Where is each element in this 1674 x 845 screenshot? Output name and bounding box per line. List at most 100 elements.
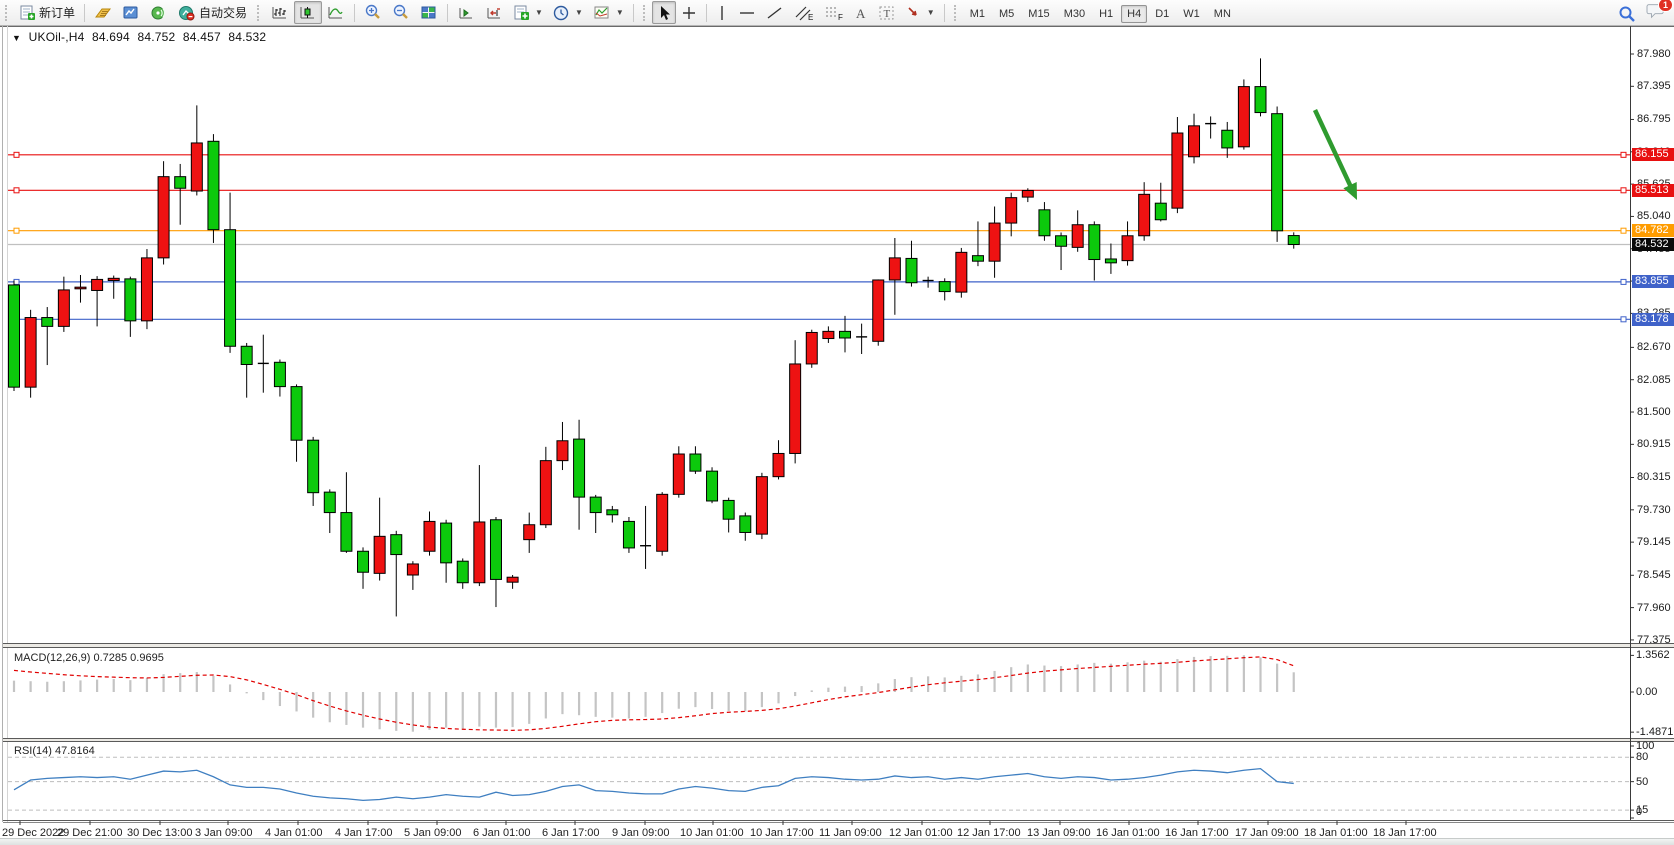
line-handle[interactable] bbox=[1620, 227, 1627, 234]
time-axis-label[interactable]: 12 Jan 01:00 bbox=[889, 827, 953, 839]
arrows-dropdown[interactable]: ▼ bbox=[901, 1, 940, 24]
timeframe-button-D1[interactable]: D1 bbox=[1155, 7, 1170, 20]
auto-scroll-button[interactable] bbox=[452, 1, 480, 24]
crosshair-button[interactable] bbox=[676, 1, 702, 24]
candle bbox=[91, 278, 104, 291]
macd-histogram-bar bbox=[461, 692, 464, 729]
time-axis-label[interactable]: 3 Jan 09:00 bbox=[195, 827, 253, 839]
zoom-in-button[interactable] bbox=[359, 1, 387, 24]
candle bbox=[57, 289, 70, 327]
indicators-dropdown[interactable]: ▼ bbox=[588, 1, 629, 24]
signals-button[interactable] bbox=[145, 1, 173, 24]
toolbar-grip[interactable] bbox=[5, 4, 11, 21]
macd-histogram-bar bbox=[1126, 662, 1129, 692]
time-axis-label[interactable]: 4 Jan 17:00 bbox=[335, 827, 393, 839]
collapse-arrow-icon[interactable]: ▼ bbox=[12, 33, 22, 43]
vertical-line-button[interactable] bbox=[711, 1, 733, 24]
periods-clock-dropdown[interactable]: ▼ bbox=[548, 1, 588, 24]
macd-histogram-bar bbox=[1043, 665, 1046, 692]
toolbar-grip[interactable] bbox=[642, 4, 649, 21]
panel-splitter[interactable] bbox=[3, 643, 1674, 648]
line-handle[interactable] bbox=[13, 151, 20, 158]
time-axis-label[interactable]: 10 Jan 17:00 bbox=[750, 827, 814, 839]
time-axis-label[interactable]: 16 Jan 01:00 bbox=[1096, 827, 1160, 839]
time-axis-label[interactable]: 11 Jan 09:00 bbox=[819, 827, 882, 839]
trendline-button[interactable] bbox=[761, 1, 789, 24]
line-handle[interactable] bbox=[13, 227, 20, 234]
macd-histogram-bar bbox=[1259, 657, 1262, 692]
line-handle[interactable] bbox=[13, 187, 20, 194]
text-label-button[interactable]: T bbox=[873, 1, 901, 24]
timeframe-button-M15[interactable]: M15 bbox=[1028, 7, 1050, 20]
tile-windows-button[interactable] bbox=[415, 1, 443, 24]
timeframe-button-M1[interactable]: M1 bbox=[969, 7, 985, 20]
line-handle[interactable] bbox=[1620, 151, 1627, 158]
candle bbox=[988, 222, 1001, 262]
annotation-arrow[interactable] bbox=[1312, 109, 1355, 192]
timeframe-button-MN[interactable]: MN bbox=[1213, 7, 1231, 20]
line-handle[interactable] bbox=[1620, 278, 1627, 285]
time-axis-label[interactable]: 29 Dec 2022 bbox=[2, 827, 65, 839]
candlestick-chart-button[interactable] bbox=[294, 1, 323, 24]
candle bbox=[107, 277, 120, 282]
panel-splitter[interactable] bbox=[3, 738, 1674, 742]
macd-histogram-bar bbox=[727, 692, 730, 711]
macd-histogram-bar bbox=[29, 681, 32, 692]
line-handle[interactable] bbox=[13, 278, 20, 285]
metaeditor-button[interactable] bbox=[117, 1, 145, 24]
time-axis-label[interactable]: 29 Dec 21:00 bbox=[57, 827, 123, 839]
status-strip bbox=[0, 838, 1674, 845]
indicators-icon bbox=[594, 6, 609, 18]
history-center-button[interactable] bbox=[89, 1, 117, 24]
candle bbox=[140, 257, 153, 322]
zoom-out-button[interactable] bbox=[387, 1, 415, 24]
new-order-button[interactable]: 新订单 bbox=[14, 1, 80, 24]
equidistant-channel-icon: E bbox=[795, 6, 813, 21]
time-axis-label[interactable]: 18 Jan 17:00 bbox=[1373, 827, 1437, 839]
auto-trading-button[interactable]: 自动交易 bbox=[173, 1, 252, 24]
time-axis-label[interactable]: 6 Jan 01:00 bbox=[473, 827, 531, 839]
time-axis-label[interactable]: 9 Jan 09:00 bbox=[612, 827, 670, 839]
time-axis-label[interactable]: 16 Jan 17:00 bbox=[1165, 827, 1229, 839]
time-axis-label[interactable]: 12 Jan 17:00 bbox=[957, 827, 1021, 839]
time-axis-label[interactable]: 13 Jan 09:00 bbox=[1027, 827, 1091, 839]
candle bbox=[24, 317, 37, 388]
time-axis-label[interactable]: 18 Jan 01:00 bbox=[1304, 827, 1368, 839]
chart-window[interactable]: ▼ UKOil-,H4 84.694 84.752 84.457 84.532 … bbox=[0, 26, 1674, 845]
timeframe-button-W1[interactable]: W1 bbox=[1183, 7, 1200, 20]
new-chart-dropdown[interactable]: ▼ bbox=[508, 1, 548, 24]
toolbar-grip[interactable] bbox=[953, 4, 960, 21]
timeframe-button-H1[interactable]: H1 bbox=[1099, 7, 1114, 20]
timeframe-button-M5[interactable]: M5 bbox=[999, 7, 1015, 20]
fibonacci-button[interactable]: F bbox=[819, 1, 849, 24]
toolbar-grip[interactable] bbox=[257, 4, 263, 21]
time-axis-label[interactable]: 6 Jan 17:00 bbox=[542, 827, 600, 839]
chart-canvas[interactable] bbox=[0, 26, 1674, 844]
line-chart-button[interactable] bbox=[322, 1, 350, 24]
time-axis-label[interactable]: 30 Dec 13:00 bbox=[127, 827, 193, 839]
line-handle[interactable] bbox=[1620, 187, 1627, 194]
notifications-button[interactable]: 1 bbox=[1646, 0, 1673, 25]
bar-chart-button[interactable] bbox=[266, 1, 294, 24]
time-axis-label[interactable]: 4 Jan 01:00 bbox=[265, 827, 323, 839]
timeframe-button-M30[interactable]: M30 bbox=[1063, 7, 1086, 20]
cursor-button[interactable] bbox=[651, 1, 676, 24]
time-axis-label[interactable]: 5 Jan 09:00 bbox=[404, 827, 462, 839]
search-icon[interactable] bbox=[1618, 5, 1636, 23]
text-button[interactable]: A bbox=[849, 1, 873, 24]
timeframe-button-H4[interactable]: H4 bbox=[1121, 4, 1148, 23]
auto-trading-label: 自动交易 bbox=[199, 6, 248, 20]
equidistant-channel-button[interactable]: E bbox=[789, 1, 819, 24]
text-icon: A bbox=[856, 6, 866, 21]
macd-histogram-bar bbox=[1276, 663, 1279, 692]
macd-histogram-bar bbox=[278, 692, 282, 707]
price-level-badge-83.855: 83.855 bbox=[1632, 275, 1674, 289]
chevron-down-icon: ▼ bbox=[926, 8, 935, 17]
time-axis-label[interactable]: 10 Jan 01:00 bbox=[680, 827, 744, 839]
cursor-icon bbox=[660, 5, 670, 20]
line-handle[interactable] bbox=[1620, 316, 1627, 323]
time-axis-label[interactable]: 17 Jan 09:00 bbox=[1235, 827, 1299, 839]
horizontal-line-button[interactable] bbox=[733, 1, 761, 24]
annotation-arrow-head[interactable] bbox=[1343, 182, 1357, 200]
chart-shift-button[interactable] bbox=[480, 1, 508, 24]
